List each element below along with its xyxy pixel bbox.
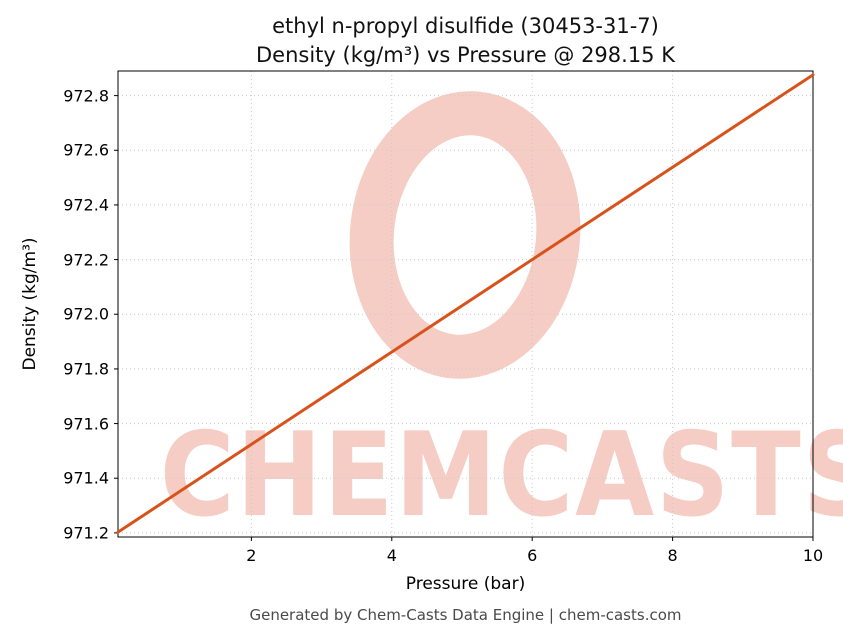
- chart-title-line2: Density (kg/m³) vs Pressure @ 298.15 K: [255, 43, 675, 68]
- watermark-text: CHEMCASTS: [159, 408, 843, 543]
- y-tick-label: 972.0: [63, 304, 109, 324]
- y-tick-label: 971.2: [63, 523, 109, 543]
- x-tick-label: 2: [246, 546, 257, 565]
- x-tick-label: 10: [802, 546, 824, 565]
- y-tick-label: 972.2: [63, 250, 109, 270]
- plot-area: [114, 70, 815, 541]
- axes-box: [117, 70, 814, 538]
- x-tick-label: 4: [386, 546, 397, 565]
- chart-title-line1: ethyl n-propyl disulfide (30453-31-7): [272, 14, 659, 38]
- chart-title: ethyl n-propyl disulfide (30453-31-7) De…: [118, 12, 813, 71]
- y-tick-label: 971.6: [63, 414, 109, 434]
- y-tick-label: 971.8: [63, 359, 109, 379]
- density-line: [116, 73, 815, 534]
- x-axis-label: Pressure (bar): [405, 574, 526, 594]
- x-tick-label: 6: [527, 546, 538, 565]
- y-tick-label: 972.4: [63, 195, 109, 215]
- x-tick-label: 8: [667, 546, 678, 565]
- y-tick-label: 972.6: [63, 140, 109, 160]
- footer-text: Generated by Chem-Casts Data Engine | ch…: [249, 606, 682, 624]
- y-tick-label: 972.8: [63, 86, 109, 106]
- y-tick-label: 971.4: [63, 468, 109, 488]
- y-axis-label: Density (kg/m³): [20, 237, 40, 371]
